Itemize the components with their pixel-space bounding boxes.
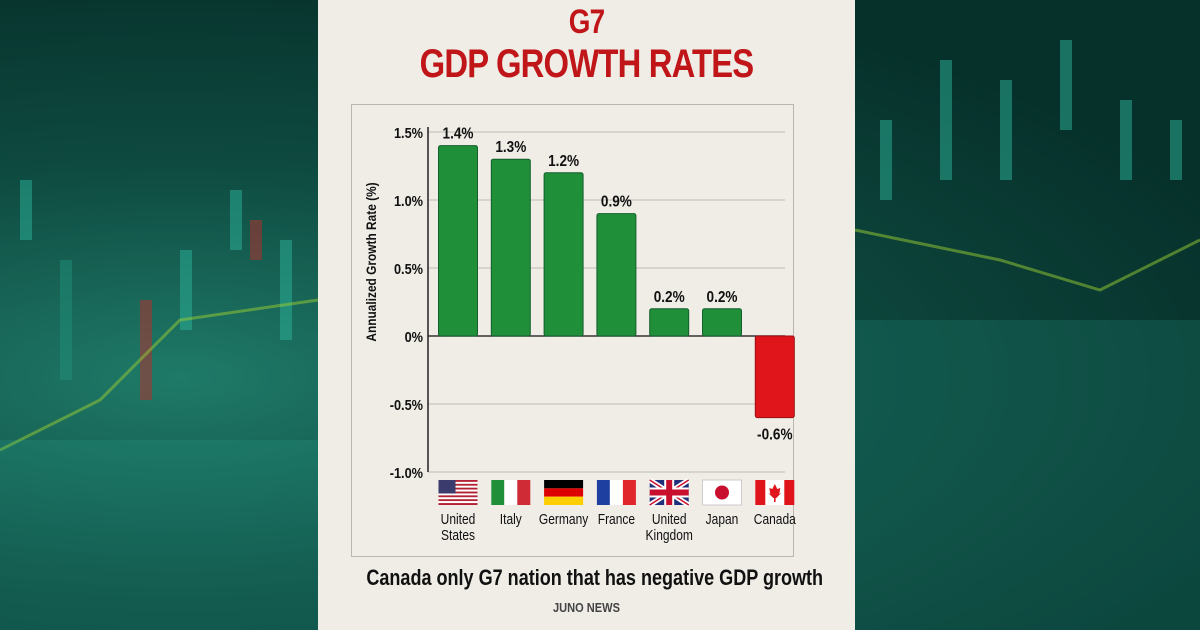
flag-band (544, 488, 584, 497)
canada-flag-icon (755, 480, 795, 505)
background-candle (940, 60, 952, 180)
background-candle (1060, 40, 1072, 130)
flag-band (517, 480, 531, 505)
flag-stripe (438, 503, 478, 505)
background-candle (20, 180, 32, 240)
background-candle (250, 220, 262, 260)
flag-stripe (438, 499, 478, 502)
flag-band (622, 480, 636, 505)
flag-band (544, 496, 584, 505)
x-tick-label: Germany (539, 511, 589, 528)
y-tick-label: 1.5% (394, 124, 423, 141)
flag-band (609, 480, 623, 505)
background-candle (180, 250, 192, 330)
background-volume (855, 320, 1200, 630)
flag-band (784, 480, 795, 505)
flag-stripe (438, 497, 478, 500)
germany-flag-icon (544, 480, 584, 505)
background-candle (1000, 80, 1012, 180)
flag-stripe (438, 481, 478, 484)
bar (490, 158, 531, 337)
bar-group-italy: 1.3% Italy (490, 139, 531, 528)
background-candle (60, 260, 72, 380)
flag-band (755, 480, 766, 505)
data-label: -0.6% (757, 427, 792, 444)
flag-stripe (438, 501, 478, 504)
background-candle (880, 120, 892, 200)
japan-flag-icon (702, 479, 742, 506)
bar-group-germany: 1.2% Germany (539, 153, 589, 527)
bar (596, 213, 637, 337)
flag-canton (438, 480, 456, 494)
data-label: 1.4% (443, 126, 474, 143)
x-tick-label: States (441, 527, 475, 544)
data-label: 0.2% (707, 289, 738, 306)
bar (438, 145, 478, 337)
x-tick-label: Canada (754, 511, 796, 528)
background-candle (1170, 120, 1182, 180)
flag-band (504, 480, 518, 505)
data-label: 0.2% (654, 289, 685, 306)
us-flag-icon (438, 480, 478, 505)
bar (754, 335, 795, 419)
flag-stripe (438, 489, 478, 492)
bar-group-japan: 0.2% Japan (702, 289, 742, 528)
y-tick-label: 0% (405, 328, 423, 345)
background-trend-line (854, 228, 1200, 292)
y-tick-label: 0.5% (394, 260, 423, 277)
flag-stripe (438, 483, 478, 486)
background-candle (1120, 100, 1132, 180)
flag-stripe (438, 480, 478, 482)
y-tick-label: -1.0% (390, 464, 423, 481)
bar (702, 308, 742, 337)
x-tick-label: France (598, 511, 635, 528)
flag-stripe (438, 485, 478, 488)
flag-stripe (438, 495, 478, 498)
flag-band (491, 480, 505, 505)
italy-flag-icon (491, 480, 531, 505)
y-tick-label: 1.0% (394, 192, 423, 209)
caption: Canada only G7 nation that has negative … (366, 565, 824, 590)
title-line-2: GDP GROWTH RATES (419, 42, 755, 86)
flag-sun (715, 485, 729, 500)
background-candle (280, 240, 292, 340)
flag-stripe (438, 487, 478, 490)
flag-cross (649, 489, 689, 496)
x-tick-label: Kingdom (646, 527, 693, 544)
y-axis-label: Annualized Growth Rate (%) (363, 182, 379, 341)
background-candle (230, 190, 242, 250)
x-tick-label: United (652, 511, 687, 528)
background-trend-line (0, 298, 319, 452)
france-flag-icon (596, 480, 636, 505)
x-tick-label: United (441, 511, 476, 528)
data-label: 1.2% (548, 153, 579, 170)
data-label: 1.3% (495, 139, 526, 156)
x-tick-label: Japan (706, 511, 739, 528)
chart-frame (351, 104, 794, 557)
flag-band (596, 480, 610, 505)
data-label: 0.9% (601, 194, 632, 211)
bar-group-canada: -0.6% Canada (754, 335, 796, 528)
source-credit: JUNO NEWS (553, 600, 620, 615)
bar-group-france: 0.9% France (596, 194, 637, 528)
y-tick-label: -0.5% (390, 396, 423, 413)
x-tick-label: Italy (500, 511, 522, 528)
background-candle (140, 300, 152, 400)
flag-stripe (438, 493, 478, 496)
infographic-panel (318, 0, 855, 630)
background-volume (0, 440, 318, 630)
uk-flag-icon (648, 477, 691, 508)
title-line-1: G7 (568, 3, 605, 41)
maple-leaf-icon (768, 484, 782, 502)
bar (543, 172, 584, 337)
flag-band (544, 480, 584, 489)
flag-stripe (438, 491, 478, 494)
bar (649, 308, 690, 337)
